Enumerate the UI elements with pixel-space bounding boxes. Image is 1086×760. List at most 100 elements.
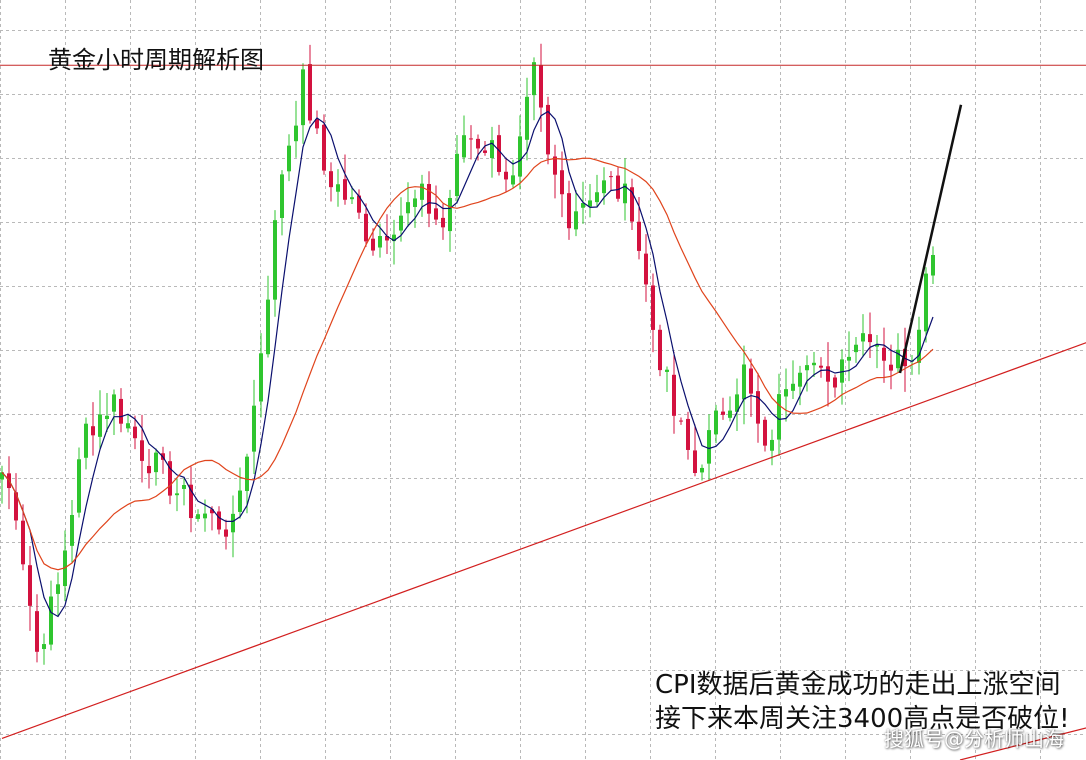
annotation-line-2: 接下来本周关注3400高点是否破位! — [655, 704, 1070, 734]
candle-body — [168, 461, 172, 496]
projection-line — [898, 104, 963, 374]
candle-body — [392, 234, 396, 242]
candle-body — [413, 198, 417, 207]
candle-body — [483, 150, 487, 153]
candle-body — [126, 423, 130, 429]
candle-body — [819, 365, 823, 368]
candle-body — [280, 174, 284, 218]
candle-body — [189, 484, 193, 519]
candle-body — [847, 356, 851, 361]
candle-body — [105, 415, 109, 420]
candle-body — [707, 430, 711, 464]
candle-body — [252, 405, 256, 452]
candle-body — [364, 213, 368, 242]
candle-body — [616, 175, 620, 199]
candle-body — [742, 364, 746, 400]
candle-body — [371, 238, 375, 251]
candle-body — [511, 175, 515, 185]
candle-body — [420, 183, 424, 200]
candle-body — [805, 365, 809, 371]
chart-title: 黄金小时周期解析图 — [48, 46, 264, 74]
candle-body — [721, 411, 725, 415]
candle-body — [196, 514, 200, 519]
candle-body — [329, 171, 333, 188]
candle-body — [630, 187, 634, 222]
candle-body — [826, 366, 830, 382]
candle-body — [623, 183, 627, 204]
candle-body — [798, 372, 802, 387]
candle-body — [56, 584, 60, 594]
candle-body — [462, 135, 466, 158]
candle-body — [476, 138, 480, 149]
candle-body — [672, 374, 676, 416]
candle-body — [756, 391, 760, 424]
candle-body — [77, 459, 81, 513]
candle-body — [525, 96, 529, 140]
candle-body — [581, 203, 585, 208]
candle-body — [308, 64, 312, 121]
candle-body — [679, 420, 683, 422]
moving-average-line-20 — [1, 157, 934, 571]
candle-body — [658, 329, 662, 371]
candle-body — [665, 369, 669, 372]
candle-body — [14, 492, 18, 521]
candle-body — [532, 62, 536, 96]
candle-body — [42, 644, 46, 650]
candle-body — [210, 509, 214, 514]
candle-body — [868, 334, 872, 343]
candle-body — [49, 596, 53, 645]
candle-body — [854, 344, 858, 353]
candle-body — [98, 414, 102, 437]
candle-body — [903, 348, 907, 367]
candle-body — [147, 465, 151, 474]
candle-body — [749, 368, 753, 394]
candle-body — [882, 347, 886, 361]
candle-body — [518, 136, 522, 177]
candle-body — [378, 236, 382, 248]
candle-body — [714, 410, 718, 435]
candle-body — [728, 410, 732, 418]
candle-body — [644, 253, 648, 285]
candle-body — [245, 456, 249, 492]
candle-body — [434, 208, 438, 220]
candle-body — [343, 179, 347, 200]
candle-body — [175, 493, 179, 496]
candle-body — [896, 349, 900, 369]
candle-body — [812, 362, 816, 366]
candle-body — [203, 513, 207, 519]
candle-body — [112, 394, 116, 412]
candle-body — [385, 235, 389, 241]
candle-body — [217, 511, 221, 530]
candle-body — [231, 513, 235, 533]
candle-body — [224, 529, 228, 537]
candle-body — [357, 195, 361, 213]
candle-body — [497, 135, 501, 172]
candle-body — [588, 200, 592, 207]
candle-body — [70, 514, 74, 546]
candle-body — [140, 440, 144, 461]
candle-body — [91, 426, 95, 436]
candle-body — [574, 211, 578, 230]
candle-body — [0, 472, 4, 480]
candle-body — [315, 119, 319, 129]
candle-body — [763, 419, 767, 446]
candle-body — [609, 176, 613, 178]
moving-average-line-5 — [1, 110, 934, 618]
candle-body — [784, 389, 788, 397]
candle-body — [833, 377, 837, 388]
candle-body — [651, 285, 655, 330]
candle-body — [182, 485, 186, 489]
candle-body — [238, 490, 242, 512]
candle-body — [875, 344, 879, 347]
annotation-line-1: CPI数据后黄金成功的走出上涨空间 — [655, 670, 1061, 700]
candle-body — [469, 138, 473, 140]
candle-body — [560, 170, 564, 195]
watermark: 搜狐号@分析师山海 — [884, 727, 1064, 751]
candle-body — [266, 299, 270, 355]
candle-body — [861, 333, 865, 342]
candle-body — [441, 217, 445, 228]
candle-body — [889, 364, 893, 371]
candle-body — [553, 156, 557, 175]
